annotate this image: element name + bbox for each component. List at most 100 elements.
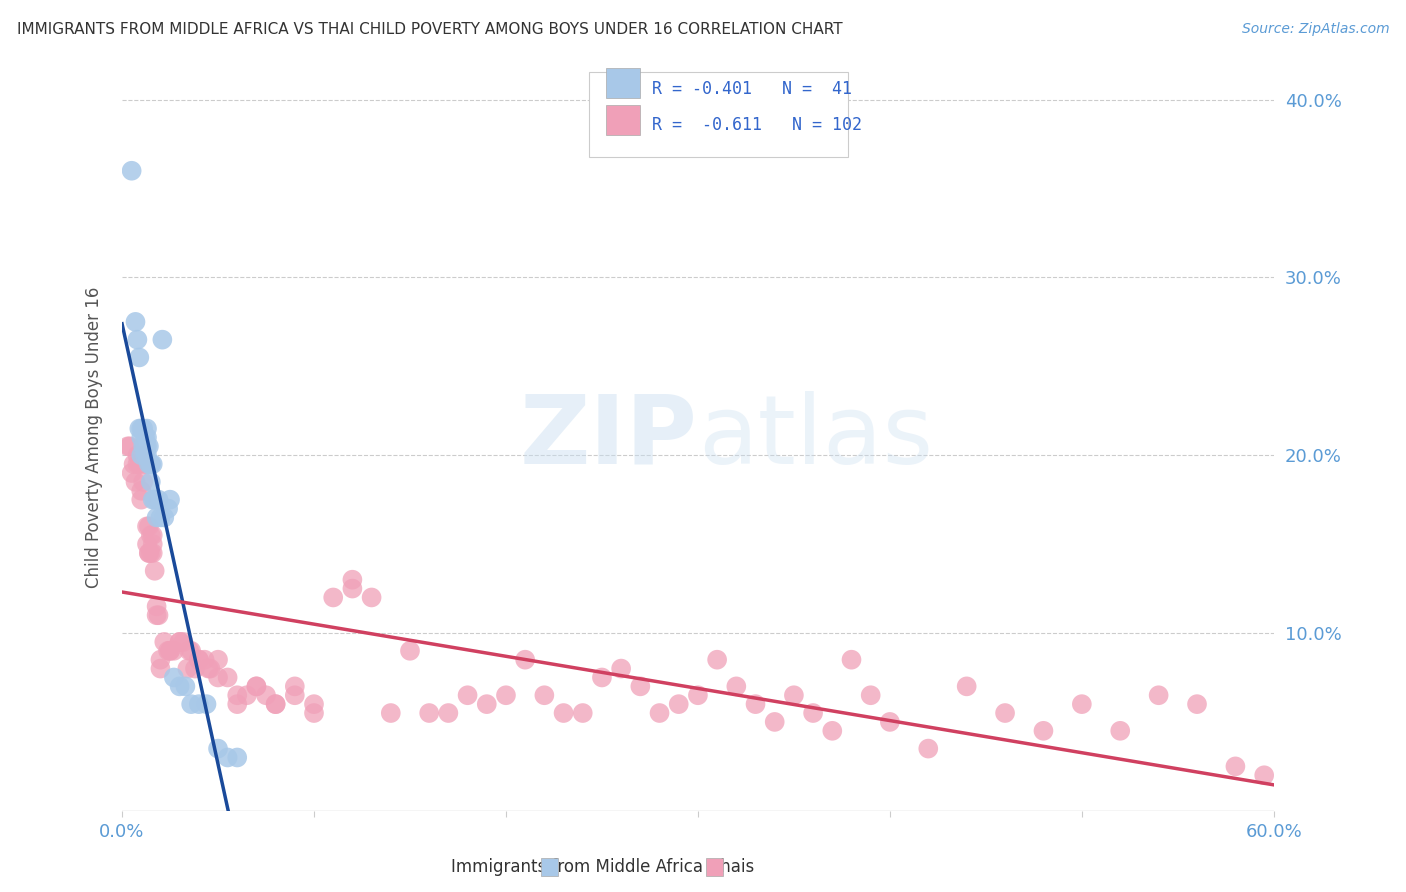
Point bbox=[136, 430, 159, 444]
Point bbox=[142, 492, 165, 507]
Point bbox=[254, 688, 277, 702]
Text: Source: ZipAtlas.com: Source: ZipAtlas.com bbox=[1241, 22, 1389, 37]
Point bbox=[129, 448, 152, 462]
Point bbox=[207, 670, 229, 684]
FancyBboxPatch shape bbox=[589, 71, 848, 157]
Point bbox=[571, 706, 593, 720]
Point bbox=[207, 653, 229, 667]
Text: Immigrants from Middle Africa: Immigrants from Middle Africa bbox=[451, 858, 703, 876]
Point bbox=[180, 644, 202, 658]
Point bbox=[245, 679, 267, 693]
Point bbox=[264, 697, 287, 711]
Point bbox=[956, 679, 979, 693]
Point bbox=[138, 546, 160, 560]
Point bbox=[163, 670, 186, 684]
Point bbox=[187, 653, 209, 667]
Point bbox=[139, 546, 162, 560]
Point bbox=[138, 519, 160, 533]
Point bbox=[706, 653, 728, 667]
Point bbox=[169, 679, 191, 693]
Point bbox=[302, 706, 325, 720]
Point bbox=[145, 599, 167, 614]
Point bbox=[150, 333, 173, 347]
Point bbox=[124, 475, 146, 489]
Point bbox=[302, 697, 325, 711]
Point bbox=[591, 670, 613, 684]
Point bbox=[1147, 688, 1170, 702]
Point bbox=[197, 662, 219, 676]
Point bbox=[163, 644, 186, 658]
Point bbox=[226, 750, 249, 764]
Point bbox=[172, 635, 194, 649]
Point bbox=[1253, 768, 1275, 782]
Point bbox=[117, 439, 139, 453]
Point bbox=[200, 662, 222, 676]
Point bbox=[142, 528, 165, 542]
Point bbox=[217, 750, 239, 764]
Point bbox=[1070, 697, 1092, 711]
Point bbox=[128, 351, 150, 365]
Point bbox=[134, 439, 156, 453]
Point bbox=[127, 448, 149, 462]
Point bbox=[145, 608, 167, 623]
Point bbox=[129, 492, 152, 507]
Point bbox=[879, 714, 901, 729]
Point bbox=[179, 644, 201, 658]
Point bbox=[148, 608, 170, 623]
Text: ZIP: ZIP bbox=[520, 391, 697, 484]
Point bbox=[129, 430, 152, 444]
Point bbox=[217, 670, 239, 684]
Point bbox=[169, 635, 191, 649]
Point bbox=[136, 519, 159, 533]
Point bbox=[1109, 723, 1132, 738]
Point bbox=[180, 697, 202, 711]
Point bbox=[437, 706, 460, 720]
Point bbox=[194, 653, 217, 667]
Point bbox=[610, 662, 633, 676]
Point bbox=[195, 697, 218, 711]
Point bbox=[399, 644, 422, 658]
Point bbox=[342, 573, 364, 587]
Point bbox=[138, 439, 160, 453]
Point bbox=[118, 439, 141, 453]
Point bbox=[553, 706, 575, 720]
Text: atlas: atlas bbox=[697, 391, 934, 484]
Point bbox=[226, 688, 249, 702]
Point bbox=[245, 679, 267, 693]
Point bbox=[342, 582, 364, 596]
Point bbox=[139, 528, 162, 542]
Point bbox=[648, 706, 671, 720]
Point bbox=[128, 457, 150, 471]
Point bbox=[153, 510, 176, 524]
Point bbox=[841, 653, 863, 667]
FancyBboxPatch shape bbox=[606, 68, 640, 97]
Point bbox=[124, 315, 146, 329]
Point bbox=[457, 688, 479, 702]
Point bbox=[134, 448, 156, 462]
Point bbox=[159, 492, 181, 507]
Point bbox=[127, 333, 149, 347]
Point bbox=[187, 697, 209, 711]
Point bbox=[322, 591, 344, 605]
Point bbox=[859, 688, 882, 702]
Point bbox=[149, 662, 172, 676]
Point bbox=[128, 421, 150, 435]
Point bbox=[149, 510, 172, 524]
Point bbox=[159, 644, 181, 658]
Point bbox=[129, 421, 152, 435]
Point bbox=[226, 697, 249, 711]
Point bbox=[134, 430, 156, 444]
Point bbox=[284, 688, 307, 702]
Point bbox=[184, 662, 207, 676]
Point bbox=[139, 457, 162, 471]
Point bbox=[142, 546, 165, 560]
Point bbox=[1185, 697, 1208, 711]
Point bbox=[136, 448, 159, 462]
Point bbox=[129, 483, 152, 498]
Point bbox=[159, 644, 181, 658]
Point bbox=[148, 492, 170, 507]
Point bbox=[132, 439, 155, 453]
Point bbox=[134, 457, 156, 471]
Point bbox=[917, 741, 939, 756]
Point bbox=[284, 679, 307, 693]
